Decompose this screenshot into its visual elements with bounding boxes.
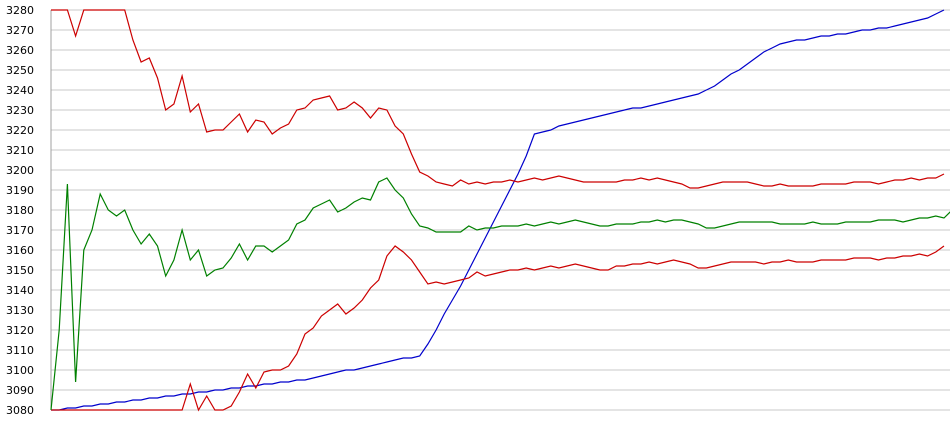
y-tick-label: 3250 <box>6 64 34 77</box>
y-tick-label: 3100 <box>6 364 34 377</box>
y-tick-label: 3140 <box>6 284 34 297</box>
y-tick-label: 3160 <box>6 244 34 257</box>
series-line-3 <box>51 245 945 412</box>
y-tick-label: 3230 <box>6 104 34 117</box>
y-axis-tick-labels: 3080 3090 3100 3110 3120 3130 3140 3150 3160 3170… <box>6 4 34 417</box>
y-tick-label: 3180 <box>6 204 34 217</box>
y-tick-label: 3210 <box>6 144 34 157</box>
y-tick-label: 3240 <box>6 84 34 97</box>
y-tick-label: 3200 <box>6 164 34 177</box>
series-line-1 <box>51 9 945 411</box>
y-tick-label: 3270 <box>6 24 34 37</box>
y-tick-label: 3280 <box>6 4 34 17</box>
y-tick-label: 3130 <box>6 304 34 317</box>
series-line-4 <box>50 177 950 411</box>
y-tick-label: 3260 <box>6 44 34 57</box>
series-line-2 <box>51 9 945 189</box>
y-tick-label: 3120 <box>6 324 34 337</box>
y-tick-label: 3080 <box>6 404 34 417</box>
gridlines <box>51 9 950 411</box>
y-tick-label: 3110 <box>6 344 34 357</box>
series-lines <box>50 9 950 412</box>
y-tick-label: 3170 <box>6 224 34 237</box>
y-tick-label: 3190 <box>6 184 34 197</box>
y-tick-label: 3150 <box>6 264 34 277</box>
y-tick-label: 3220 <box>6 124 34 137</box>
y-tick-label: 3090 <box>6 384 34 397</box>
